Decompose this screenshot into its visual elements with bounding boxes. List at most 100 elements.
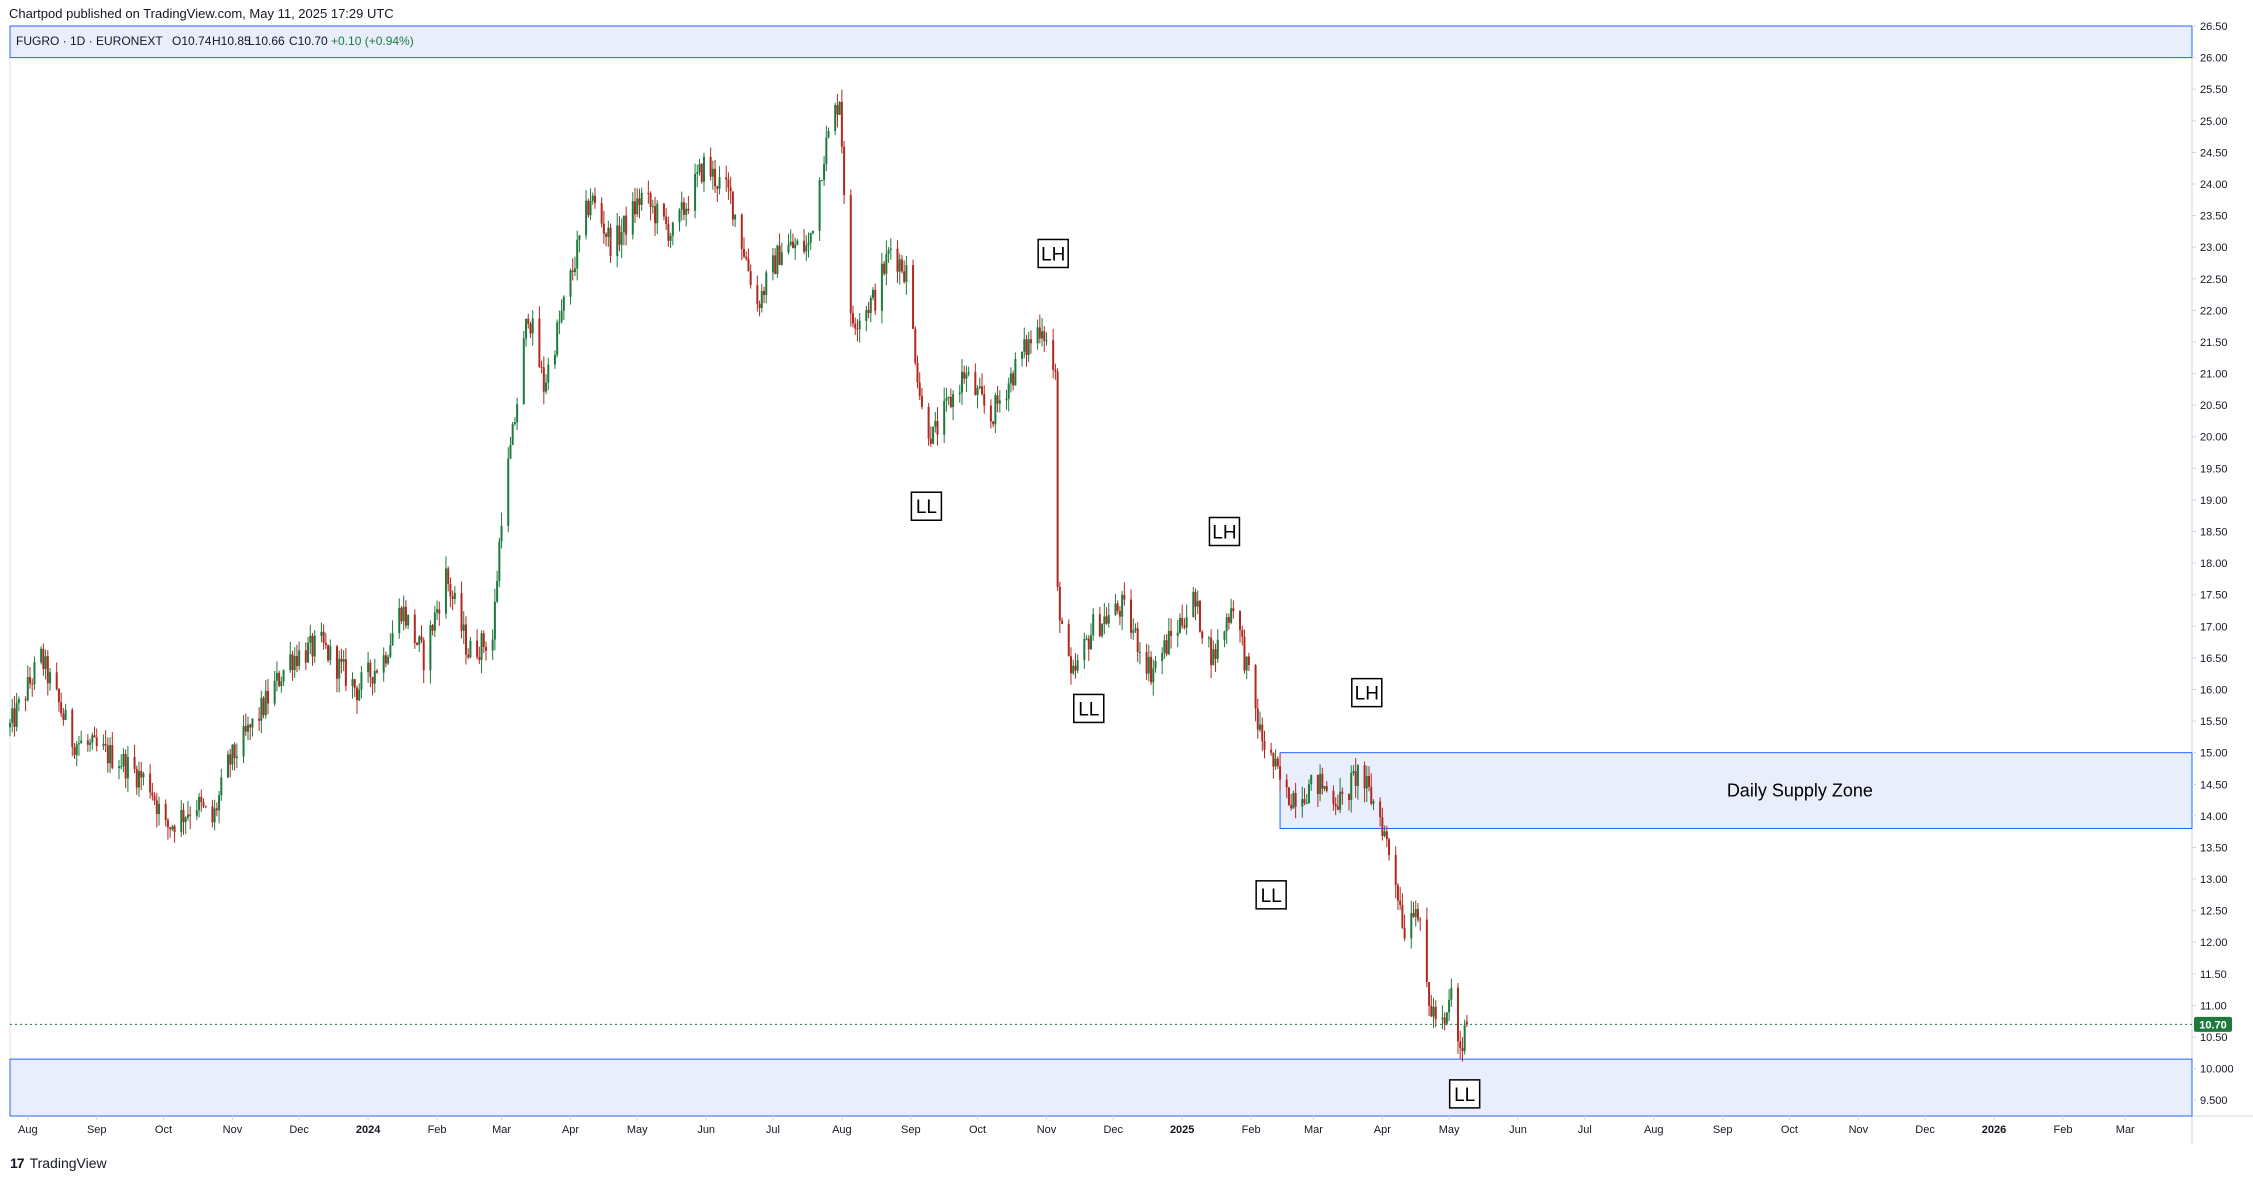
candle-body	[1414, 909, 1417, 917]
candle-body	[511, 424, 514, 446]
candle-body	[278, 672, 281, 687]
candle-body	[872, 289, 875, 298]
daily-supply-zone-label: Daily Supply Zone	[1727, 781, 1873, 801]
candle-body	[618, 225, 621, 245]
candle-body	[867, 309, 870, 313]
candle-body	[578, 235, 581, 240]
candle-body	[1336, 806, 1339, 810]
price-axis[interactable]: 26.50 26.00 25.50 25.00 24.50 24.00 23.50 23.00…	[2192, 21, 2234, 1107]
candle-body	[89, 742, 92, 745]
candle-body	[1412, 913, 1415, 917]
daily-supply-zone	[1279, 752, 2193, 829]
candle-body	[1356, 765, 1359, 786]
candle-body	[1247, 656, 1250, 666]
candle-body	[569, 270, 572, 297]
annotation-box-lh	[1351, 677, 1383, 708]
candle-body	[1396, 885, 1399, 901]
candle-body	[1230, 608, 1233, 623]
candle-body	[791, 241, 794, 249]
candle-body	[734, 214, 737, 220]
tradingview-brand[interactable]: 17 TradingView	[10, 1155, 107, 1171]
candle-body	[182, 809, 185, 823]
candle-body	[340, 658, 343, 662]
candle-body	[1428, 982, 1431, 1006]
candle-body	[389, 645, 392, 657]
candle-body	[338, 658, 341, 679]
candle-body	[1239, 611, 1242, 630]
candle-body	[135, 769, 138, 788]
candle-body	[522, 338, 525, 405]
candle-body	[989, 405, 992, 422]
candle-body	[120, 766, 123, 768]
candle-body	[1165, 640, 1168, 655]
candle-body	[1194, 591, 1197, 607]
candle-body	[307, 642, 310, 663]
candle-body	[1192, 591, 1195, 618]
candle-body	[556, 322, 559, 355]
candle-body	[402, 606, 405, 622]
candle-body	[122, 753, 125, 767]
candle-body	[400, 607, 403, 622]
candle-body	[1365, 776, 1368, 789]
price-tick-label: 13.00	[2200, 874, 2228, 886]
candle-body	[40, 648, 43, 663]
candle-body	[702, 156, 705, 182]
plot-area[interactable]	[9, 25, 2193, 1117]
candle-body	[540, 366, 543, 368]
candle-body	[1083, 638, 1086, 661]
annotation-box-ll	[1073, 693, 1105, 724]
price-tick-label: 16.50	[2200, 653, 2228, 665]
price-tick-label: 19.50	[2200, 463, 2228, 475]
candle-body	[1147, 656, 1150, 674]
candle-body	[480, 633, 483, 660]
candle-body	[353, 679, 356, 688]
candle-body	[838, 101, 841, 115]
candle-body	[945, 398, 948, 401]
candle-body	[1118, 610, 1121, 617]
candle-body	[1339, 791, 1342, 810]
candle-body	[342, 659, 345, 662]
candle-body	[93, 735, 96, 738]
candle-body	[258, 718, 261, 721]
legend-change: +0.10 (+0.94%)	[331, 34, 414, 48]
legend-open: O10.74	[172, 34, 212, 48]
candle-body	[1009, 373, 1012, 384]
time-tick-label: May	[627, 1124, 648, 1136]
candle-body	[905, 265, 908, 282]
candle-body	[622, 215, 625, 233]
candle-body	[133, 756, 136, 770]
candle-body	[244, 726, 247, 732]
candle-body	[329, 646, 332, 661]
candle-body	[678, 209, 681, 223]
candle-body	[849, 195, 852, 314]
candle-body	[1401, 904, 1404, 928]
candle-body	[1072, 665, 1075, 674]
candle-body	[1161, 652, 1164, 661]
zones-layer: Daily Supply Zone	[9, 25, 2193, 1117]
candle-body	[1385, 831, 1388, 840]
candle-body	[384, 655, 387, 664]
candle-body	[1225, 617, 1228, 632]
candle-body	[1381, 817, 1384, 837]
candle-body	[718, 177, 721, 189]
candle-body	[749, 271, 752, 286]
candle-body	[180, 809, 183, 833]
time-tick-label: Feb	[1242, 1124, 1261, 1136]
time-axis[interactable]: Aug Sep Oct Nov Dec 2024 Feb Mar Apr May Jun Jul Aug…	[18, 1116, 2135, 1136]
candle-body	[335, 646, 338, 679]
candle-body	[916, 362, 919, 383]
candle-body	[1321, 773, 1324, 789]
candle-body	[680, 202, 683, 210]
candle-body	[1012, 373, 1015, 386]
candle-body	[787, 244, 790, 253]
candle-body	[1130, 599, 1133, 633]
time-tick-label: Feb	[2054, 1124, 2073, 1136]
candle-body	[1325, 786, 1328, 791]
candle-body	[553, 354, 556, 365]
candle-body	[694, 173, 697, 211]
candle-body	[827, 130, 830, 138]
candle-body	[218, 795, 221, 811]
candle-body	[593, 195, 596, 204]
candle-body	[1323, 786, 1326, 789]
